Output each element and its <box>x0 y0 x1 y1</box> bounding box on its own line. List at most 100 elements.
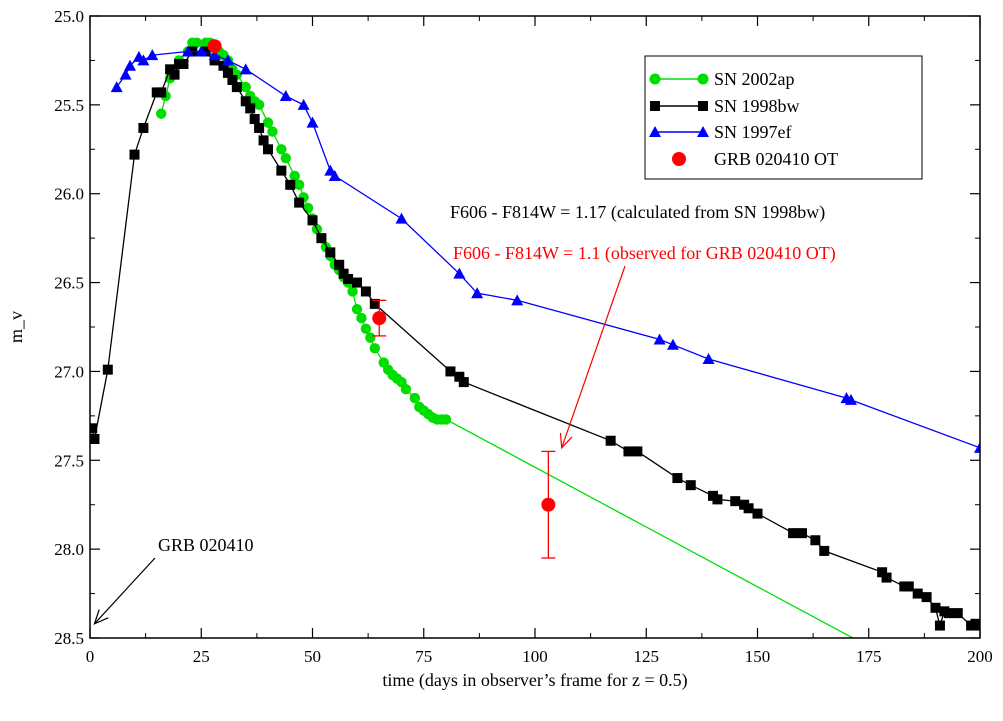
data-point-sn-1998bw <box>90 433 100 444</box>
data-point-sn-1998bw <box>222 67 233 78</box>
data-point-sn-1997ef <box>653 333 666 345</box>
data-point-sn-1998bw <box>169 69 180 80</box>
data-point-sn-1998bw <box>369 298 380 309</box>
data-point-sn-1998bw <box>797 528 807 539</box>
data-point-sn-1997ef <box>279 89 292 101</box>
y-tick-label: 25.0 <box>54 7 84 26</box>
data-point-sn-1998bw <box>334 259 345 270</box>
y-tick-label: 28.5 <box>54 629 84 648</box>
data-point-grb-020410-ot <box>372 311 387 326</box>
data-point-sn-1998bw <box>632 446 643 457</box>
legend-marker-sn1997ef <box>649 126 661 137</box>
y-tick-label: 28.0 <box>54 540 84 559</box>
data-point-sn-1998bw <box>285 179 296 190</box>
data-point-sn-2002ap <box>351 304 363 315</box>
data-point-sn-2002ap <box>356 312 367 324</box>
data-point-sn-1998bw <box>360 286 371 297</box>
annotation-grb-arrow-shaft <box>94 557 156 625</box>
data-point-sn-2002ap <box>262 117 274 128</box>
x-axis-label: time (days in observer’s frame for z = 0… <box>382 670 687 691</box>
data-point-sn-1997ef <box>297 98 310 110</box>
data-point-sn-1998bw <box>752 508 763 519</box>
data-point-sn-1998bw <box>352 277 362 288</box>
x-tick-label: 175 <box>856 647 882 666</box>
data-point-sn-1997ef <box>471 287 484 299</box>
series-sn-1997ef <box>110 45 980 453</box>
data-point-sn-2002ap <box>347 286 358 297</box>
legend-marker-sn1998bw-end <box>698 101 708 111</box>
data-point-sn-1997ef <box>221 54 234 66</box>
data-point-sn-1998bw <box>810 535 821 546</box>
data-point-sn-1998bw <box>240 96 251 107</box>
data-point-sn-2002ap <box>289 170 300 182</box>
data-point-sn-2002ap <box>400 384 412 395</box>
data-point-sn-2002ap <box>302 202 314 214</box>
data-point-sn-2002ap <box>191 37 202 48</box>
data-point-sn-1998bw <box>623 446 634 457</box>
data-point-sn-1998bw <box>316 233 327 244</box>
data-point-sn-2002ap <box>293 179 305 191</box>
data-point-sn-1998bw <box>276 165 287 176</box>
annotation-observed-arrow <box>559 265 626 450</box>
data-point-sn-1998bw <box>743 503 754 514</box>
x-tick-label: 150 <box>745 647 771 666</box>
data-point-grb-020410-ot <box>207 39 222 54</box>
data-point-sn-1997ef <box>974 441 980 453</box>
data-point-sn-1997ef <box>453 267 466 279</box>
data-point-sn-2002ap <box>440 414 452 425</box>
legend-label-sn1997ef: SN 1997ef <box>714 122 792 142</box>
legend-box <box>644 55 923 180</box>
y-tick-label: 26.5 <box>54 274 84 293</box>
series-grb-020410-ot <box>207 39 556 559</box>
data-point-sn-1998bw <box>227 74 238 85</box>
data-point-sn-1998bw <box>218 60 229 71</box>
data-point-sn-1998bw <box>165 64 176 75</box>
legend: SN 2002ap SN 1998bw SN 1997ef GRB 020410… <box>644 55 923 180</box>
data-point-sn-1998bw <box>102 364 113 375</box>
data-point-sn-1997ef <box>395 212 408 224</box>
data-point-sn-1998bw <box>325 247 336 258</box>
data-point-sn-1997ef <box>239 63 252 75</box>
y-tick-label: 27.5 <box>54 451 84 470</box>
data-point-sn-1998bw <box>921 592 932 603</box>
legend-marker-sn1997ef-end <box>697 126 709 137</box>
annotation-observed-arrow-shaft <box>561 265 626 449</box>
annotation-grb: GRB 020410 <box>158 535 254 555</box>
data-point-sn-1998bw <box>685 480 696 491</box>
data-point-sn-1998bw <box>975 620 980 631</box>
data-point-sn-2002ap <box>365 332 376 343</box>
data-point-sn-1998bw <box>209 55 220 66</box>
data-point-sn-2002ap <box>156 108 167 119</box>
data-point-sn-1998bw <box>138 122 149 133</box>
data-point-sn-1998bw <box>338 268 349 279</box>
data-point-sn-1997ef <box>328 169 341 181</box>
data-point-sn-1998bw <box>245 103 256 114</box>
data-point-sn-1998bw <box>231 82 242 93</box>
data-point-sn-1997ef <box>124 59 137 71</box>
data-point-sn-1998bw <box>445 366 456 377</box>
annotation-grb-arrow <box>93 557 156 625</box>
series-layer <box>90 37 980 638</box>
data-point-sn-2002ap <box>267 126 278 137</box>
data-point-sn-1998bw <box>249 114 260 125</box>
data-point-sn-1997ef <box>306 116 319 128</box>
annotation-grb-arrow-head <box>93 609 109 625</box>
data-point-sn-1997ef <box>844 393 857 405</box>
ticks-layer: 0 25 50 75 100 125 150 175 200 25.0 25.5 26.0 26.5 27… <box>54 7 993 666</box>
data-point-sn-2002ap <box>280 152 291 164</box>
data-point-sn-1997ef <box>137 54 150 66</box>
data-point-sn-1998bw <box>877 567 888 578</box>
annotation-layer <box>93 265 626 625</box>
x-tick-label: 25 <box>193 647 210 666</box>
legend-marker-grb-ot <box>672 152 686 166</box>
legend-label-sn1998bw: SN 1998bw <box>714 96 800 116</box>
y-tick-label: 26.0 <box>54 185 84 204</box>
data-point-sn-2002ap <box>253 99 265 111</box>
data-point-sn-1998bw <box>672 473 683 484</box>
data-point-sn-1998bw <box>952 608 963 619</box>
data-point-sn-1997ef <box>119 68 132 80</box>
x-tick-label: 100 <box>522 647 548 666</box>
data-point-sn-1998bw <box>178 58 189 69</box>
y-axis-label: m_v <box>6 311 26 343</box>
data-point-sn-1998bw <box>788 528 799 539</box>
